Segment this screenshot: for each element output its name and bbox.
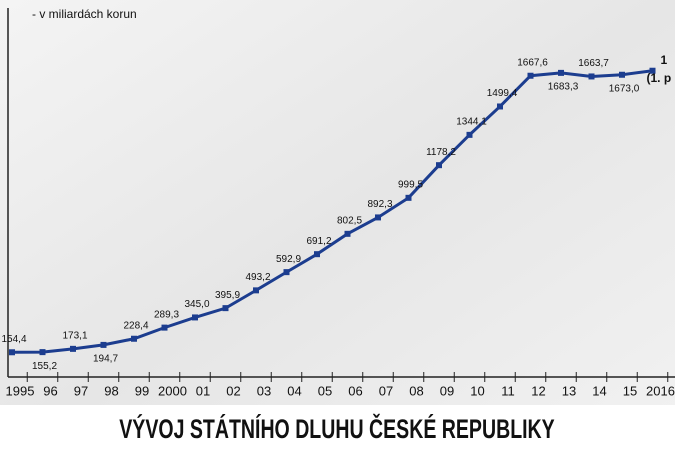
- value-label: 173,1: [62, 330, 87, 341]
- marker: [222, 305, 229, 312]
- value-label: 1344,1: [456, 117, 487, 128]
- annotation: (1. p: [647, 71, 672, 85]
- annotation: 1: [661, 53, 668, 67]
- x-tick-label: 99: [135, 383, 149, 398]
- x-tick-label: 05: [318, 383, 332, 398]
- value-label: 194,7: [93, 354, 118, 365]
- x-tick-label: 10: [470, 383, 484, 398]
- x-tick-label: 13: [562, 383, 576, 398]
- subtitle: - v miliardách korun: [32, 7, 137, 21]
- marker: [527, 72, 534, 79]
- marker: [161, 324, 168, 331]
- x-tick-label: 04: [287, 383, 301, 398]
- x-tick-label: 97: [74, 383, 88, 398]
- x-tick-label: 2016: [646, 383, 675, 398]
- marker: [39, 349, 46, 356]
- marker: [405, 194, 412, 201]
- marker: [497, 103, 503, 110]
- marker: [466, 131, 473, 138]
- marker: [649, 67, 656, 74]
- value-label: 395,9: [215, 290, 240, 301]
- value-label: 1667,6: [517, 57, 548, 68]
- x-tick-label: 08: [409, 383, 423, 398]
- x-tick-label: 01: [196, 383, 210, 398]
- value-label: 154,4: [1, 334, 26, 345]
- marker: [375, 214, 381, 221]
- value-label: 999,5: [398, 179, 423, 190]
- marker: [588, 73, 595, 80]
- value-label: 155,2: [32, 361, 57, 372]
- x-tick-label: 1995: [6, 383, 35, 398]
- marker: [558, 69, 564, 76]
- marker: [314, 251, 320, 258]
- x-tick-label: 06: [348, 383, 362, 398]
- value-label: 289,3: [154, 309, 179, 320]
- value-label: 1673,0: [609, 83, 640, 94]
- value-label: 493,2: [245, 272, 270, 283]
- value-label: 1178,2: [426, 147, 456, 158]
- marker: [283, 269, 290, 276]
- x-tick-label: 12: [531, 383, 545, 398]
- value-label: 892,3: [367, 199, 392, 210]
- value-label: 592,9: [276, 254, 301, 265]
- x-tick-label: 02: [226, 383, 240, 398]
- marker: [131, 335, 137, 342]
- value-label: 1683,3: [548, 82, 579, 93]
- x-tick-label: 07: [379, 383, 393, 398]
- line: [11, 69, 653, 354]
- marker: [253, 287, 259, 294]
- marker: [619, 71, 625, 78]
- x-tick-label: 98: [104, 383, 118, 398]
- x-tick-label: 09: [440, 383, 454, 398]
- value-label: 1663,7: [578, 58, 609, 69]
- marker: [100, 341, 107, 348]
- x-tick-label: 15: [623, 383, 637, 398]
- x-tick-label: 11: [501, 383, 515, 398]
- marker: [192, 314, 198, 321]
- x-tick-label: 2000: [158, 383, 187, 398]
- x-tick-label: 96: [43, 383, 57, 398]
- value-label: 228,4: [123, 320, 148, 331]
- x-tick-label: 03: [257, 383, 271, 398]
- title-band: [0, 405, 675, 450]
- value-label: 691,2: [306, 236, 331, 247]
- value-label: 802,5: [337, 215, 362, 226]
- marker: [436, 162, 442, 169]
- value-label: 345,0: [184, 299, 209, 310]
- value-label: 1499,4: [487, 88, 518, 99]
- marker: [344, 230, 351, 237]
- x-tick-label: 14: [592, 383, 606, 398]
- marker: [70, 345, 76, 352]
- marker: [9, 349, 15, 356]
- chart-title: VÝVOJ STÁTNÍHO DLUHU ČESKÉ REPUBLIKY: [119, 413, 555, 444]
